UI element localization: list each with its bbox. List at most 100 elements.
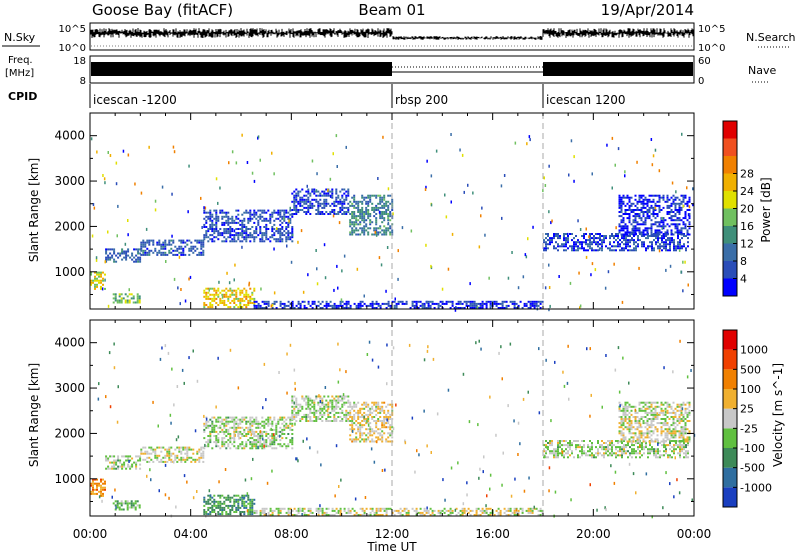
echo-pixel: [277, 514, 280, 516]
echo-pixel: [661, 444, 663, 447]
echo-pixel: [571, 239, 573, 242]
echo-pixel: [160, 458, 163, 461]
echo-pixel: [622, 432, 625, 435]
echo-pixel: [251, 416, 254, 419]
echo-pixel: [128, 502, 131, 505]
echo-pixel: [361, 426, 364, 429]
echo-pixel: [104, 480, 106, 483]
scatter-pixel: [573, 179, 575, 183]
echo-pixel: [245, 306, 248, 309]
echo-pixel: [349, 413, 352, 416]
scatter-pixel: [611, 186, 613, 190]
scatter-pixel: [650, 138, 653, 141]
echo-pixel: [249, 426, 252, 429]
scatter-pixel: [257, 136, 259, 140]
echo-pixel: [620, 438, 623, 441]
echo-pixel: [391, 418, 394, 420]
echo-pixel: [605, 446, 607, 449]
echo-pixel: [369, 411, 372, 414]
echo-pixel: [553, 452, 555, 455]
echo-pixel: [624, 409, 627, 412]
echo-pixel: [636, 436, 639, 439]
echo-pixel: [365, 200, 368, 203]
echo-pixel: [367, 202, 370, 205]
echo-pixel: [259, 240, 262, 243]
echo-pixel: [307, 509, 310, 512]
echo-pixel: [381, 200, 384, 203]
nsearch-label: N.Search: [746, 31, 796, 44]
echo-pixel: [313, 407, 316, 410]
echo-pixel: [229, 426, 232, 429]
echo-pixel: [190, 249, 193, 252]
echo-pixel: [168, 450, 171, 453]
echo-pixel: [361, 194, 364, 197]
echo-pixel: [160, 251, 163, 254]
echo-pixel: [680, 227, 683, 230]
echo-pixel: [662, 440, 665, 443]
echo-pixel: [192, 452, 195, 455]
echo-pixel: [429, 304, 432, 307]
echo-pixel: [307, 403, 310, 406]
echo-pixel: [642, 405, 645, 408]
echo-pixel: [259, 443, 262, 446]
echo-pixel: [144, 458, 147, 461]
echo-pixel: [620, 432, 623, 435]
scatter-pixel: [201, 226, 203, 229]
scatter-pixel: [424, 188, 427, 191]
echo-pixel: [624, 438, 627, 441]
echo-pixel: [98, 482, 100, 485]
echo-pixel: [207, 426, 210, 429]
echo-pixel: [497, 302, 500, 305]
echo-pixel: [660, 196, 663, 199]
echo-pixel: [581, 440, 583, 442]
echo-pixel: [375, 307, 378, 309]
scatter-pixel: [184, 299, 187, 303]
echo-pixel: [235, 209, 238, 212]
echo-pixel: [680, 202, 683, 205]
date-title: 19/Apr/2014: [601, 1, 694, 19]
echo-pixel: [652, 418, 655, 420]
echo-pixel: [235, 511, 238, 513]
echo-pixel: [217, 293, 220, 296]
echo-pixel: [140, 241, 143, 244]
echo-pixel: [517, 511, 520, 514]
echo-pixel: [239, 291, 242, 294]
echo-pixel: [203, 513, 206, 516]
echo-pixel: [601, 444, 603, 447]
echo-pixel: [279, 302, 282, 305]
scatter-pixel: [426, 300, 428, 304]
echo-pixel: [333, 418, 336, 420]
echo-pixel: [211, 447, 214, 450]
echo-pixel: [407, 509, 410, 512]
echo-pixel: [347, 399, 350, 402]
echo-pixel: [559, 446, 561, 449]
echo-pixel: [223, 418, 226, 421]
echo-pixel: [227, 504, 230, 507]
echo-pixel: [369, 198, 372, 201]
echo-pixel: [215, 213, 218, 216]
echo-pixel: [533, 507, 536, 510]
echo-pixel: [160, 253, 163, 256]
echo-pixel: [632, 233, 635, 236]
echo-pixel: [676, 229, 679, 232]
echo-pixel: [120, 500, 123, 503]
echo-pixel: [96, 492, 98, 495]
echo-pixel: [170, 454, 173, 457]
echo-pixel: [659, 456, 661, 459]
echo-pixel: [379, 304, 382, 307]
echo-pixel: [648, 405, 651, 408]
echo-pixel: [467, 300, 470, 303]
scatter-pixel: [548, 263, 550, 267]
echo-pixel: [663, 245, 665, 248]
scatter-pixel: [335, 134, 338, 138]
echo-pixel: [648, 411, 651, 414]
echo-pixel: [599, 235, 601, 237]
echo-pixel: [650, 440, 653, 443]
echo-pixel: [355, 202, 358, 205]
scatter-pixel: [522, 275, 525, 279]
echo-pixel: [561, 454, 563, 457]
echo-pixel: [211, 240, 214, 243]
echo-pixel: [139, 248, 142, 251]
echo-pixel: [215, 221, 218, 224]
echo-pixel: [209, 219, 212, 222]
